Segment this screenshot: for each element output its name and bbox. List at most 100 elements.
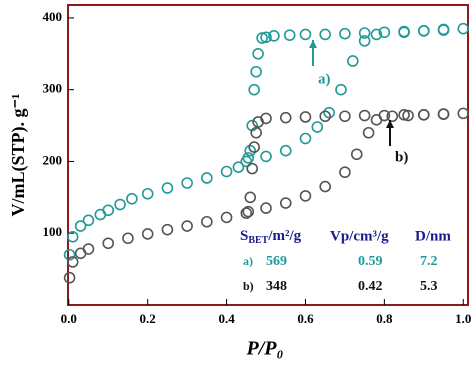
data-point <box>358 35 371 47</box>
table-cell: a) <box>243 254 253 268</box>
data-point <box>63 248 76 261</box>
data-point <box>161 223 174 236</box>
data-point <box>102 204 115 217</box>
data-point <box>358 109 371 122</box>
data-point <box>256 32 268 44</box>
data-point <box>402 109 414 122</box>
data-point <box>279 144 292 157</box>
data-point <box>201 172 213 184</box>
table-cell: 5.3 <box>420 279 438 294</box>
data-point <box>283 29 296 41</box>
x-tick-label: 0.4 <box>218 311 235 326</box>
data-point <box>279 111 292 124</box>
data-point <box>220 165 233 178</box>
annotation: a) <box>318 71 331 87</box>
data-point <box>362 126 375 139</box>
table-header-part: S <box>240 228 248 244</box>
data-point <box>244 191 257 204</box>
x-axis-label: P/P₀ <box>246 338 284 360</box>
data-point <box>299 132 312 145</box>
data-point <box>299 190 312 202</box>
y-tick-label: 200 <box>43 152 63 167</box>
data-point <box>260 150 272 163</box>
data-point <box>252 48 264 60</box>
data-point <box>248 141 260 153</box>
data-point <box>250 126 262 139</box>
data-point <box>240 207 253 219</box>
data-point <box>437 23 450 36</box>
data-point <box>114 198 126 211</box>
data-point <box>122 232 134 245</box>
data-point <box>299 111 312 123</box>
data-point <box>246 162 259 175</box>
data-point <box>268 30 280 42</box>
data-point <box>370 28 383 41</box>
data-point <box>161 182 174 194</box>
data-point <box>260 31 272 44</box>
y-tick-label: 300 <box>43 81 63 96</box>
data-point <box>82 243 95 255</box>
table-header-part: /m²/g <box>267 228 301 244</box>
data-point <box>339 166 351 179</box>
x-tick-label: 0.2 <box>140 311 156 326</box>
data-point <box>378 109 391 122</box>
data-point <box>319 110 331 123</box>
data-point <box>323 106 335 119</box>
table-cell: b) <box>243 279 254 293</box>
data-point <box>74 220 87 232</box>
data-point <box>141 187 154 200</box>
data-point <box>335 83 347 96</box>
data-point <box>358 27 371 39</box>
data-point <box>457 22 470 35</box>
table-cell: 348 <box>266 279 287 294</box>
annotation: b) <box>395 149 408 165</box>
y-tick-label: 400 <box>43 9 63 24</box>
annotation-arrowhead <box>309 40 317 48</box>
x-tick-label: 0.8 <box>376 311 393 326</box>
data-point <box>311 121 324 133</box>
x-tick-label: 0.6 <box>297 311 314 326</box>
data-point <box>339 110 351 123</box>
data-point <box>126 192 138 205</box>
y-tick-label: 100 <box>43 224 63 239</box>
table-cell: 0.42 <box>358 279 383 294</box>
x-tick-label: 0.0 <box>61 311 77 326</box>
data-point <box>181 220 193 232</box>
data-point <box>319 180 331 193</box>
data-point <box>250 65 262 78</box>
data-point <box>299 28 312 41</box>
data-point <box>418 109 430 121</box>
table-header-part: BET <box>248 235 268 246</box>
data-point <box>418 25 430 37</box>
table-cell: 0.59 <box>358 254 383 269</box>
data-point <box>339 27 351 40</box>
data-point <box>102 237 115 250</box>
data-point <box>437 108 450 120</box>
data-point <box>260 202 272 214</box>
data-point <box>398 109 410 121</box>
data-point <box>220 211 233 224</box>
data-point <box>378 26 391 39</box>
data-point <box>386 110 399 123</box>
data-point <box>347 55 359 67</box>
data-point <box>319 28 331 41</box>
data-point <box>350 148 363 161</box>
data-point <box>181 177 193 189</box>
table-header: Vp/cm³/g <box>330 228 389 244</box>
data-point <box>66 231 79 243</box>
data-point <box>232 161 245 174</box>
plot-frame <box>67 4 469 306</box>
data-point <box>141 228 154 240</box>
data-point <box>244 144 257 157</box>
data-point <box>242 152 255 164</box>
data-point <box>457 107 470 120</box>
data-point <box>279 197 292 209</box>
data-point <box>242 205 255 218</box>
data-point <box>201 215 213 228</box>
data-point <box>248 83 260 96</box>
data-point <box>66 256 79 268</box>
table-header: SBET/m²/g <box>240 228 302 246</box>
data-point <box>63 271 76 284</box>
